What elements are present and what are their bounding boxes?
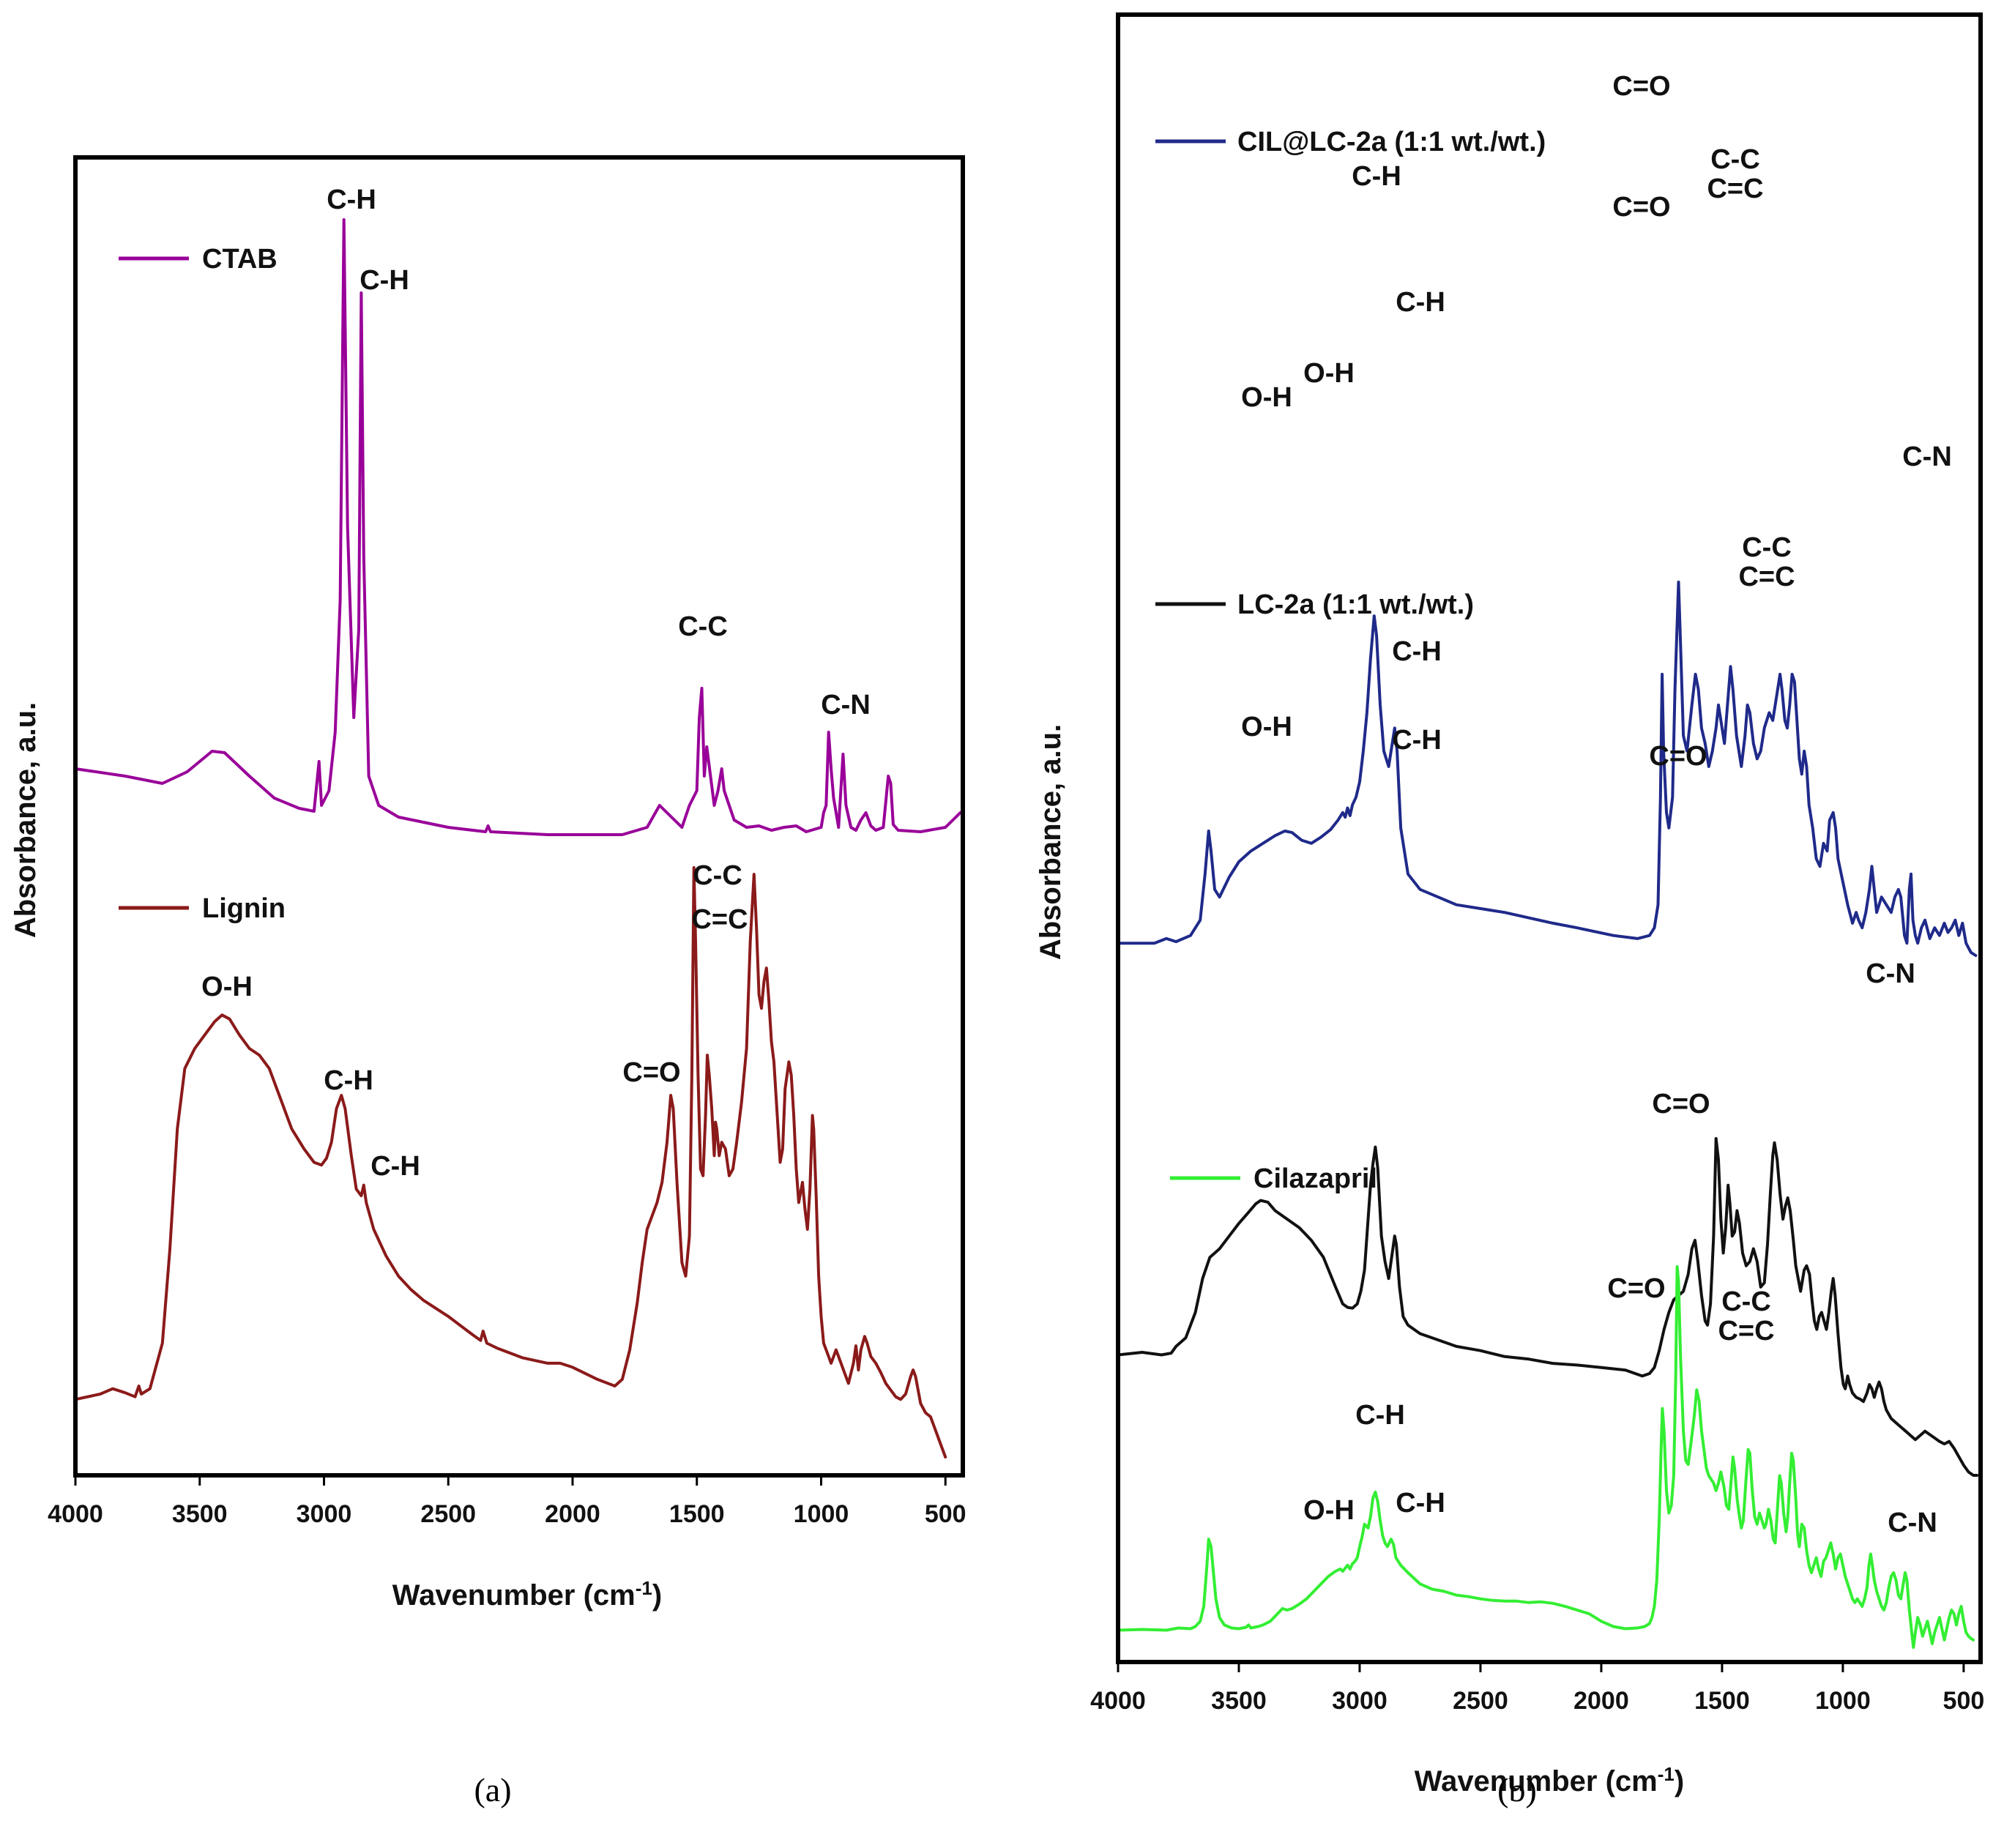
annotation-lignin-ch-2: C-H: [370, 1151, 420, 1182]
panel-b-x-axis-label: Wavenumber (cm-1): [1415, 1763, 1684, 1797]
panel-a: 4000 3500 3000 2500 2000 1500 1000 500 Wavenumb…: [10, 155, 966, 1808]
panel-a-plot-area: [74, 218, 962, 1458]
panel-b-x-tick-label: 3500: [1211, 1687, 1267, 1715]
annotation-cila-cec: C=C: [1718, 1316, 1774, 1346]
annotation-cila-cc: C-C: [1721, 1286, 1771, 1317]
panel-a-x-tick-label: 1500: [669, 1500, 725, 1528]
annotation-cila-co-2: C=O: [1607, 1273, 1665, 1304]
annotation-cila-ch-2: C-H: [1396, 1488, 1445, 1519]
annotation-lignin-co: C=O: [622, 1057, 680, 1088]
annotation-cila-ch-1: C-H: [1355, 1400, 1405, 1431]
series-line-cil-lc-2a-1-1-wt-wt: [1117, 581, 1978, 957]
panel-b-y-axis-label: Absorbance, a.u.: [1035, 724, 1067, 960]
annotation-cil-ch-1: C-H: [1352, 161, 1401, 192]
panel-b-label: (b): [1497, 1771, 1537, 1808]
annotation-cila-oh: O-H: [1303, 1495, 1355, 1526]
panel-a-x-axis-label: Wavenumber (cm-1): [392, 1577, 662, 1612]
panel-b-x-tick-label: 4000: [1090, 1687, 1146, 1715]
panel-b-annotations: O-H O-H C-H C-H C=O C=O C-C C=C C-N O-H …: [1241, 71, 1952, 1538]
panel-b-frame: [1116, 12, 1983, 1664]
panel-a-x-tick-label: 3500: [172, 1500, 228, 1528]
legend-label-lignin: Lignin: [202, 893, 286, 924]
annotation-lc2a-ch-1: C-H: [1392, 636, 1442, 667]
annotation-lc2a-co: C=O: [1649, 741, 1707, 772]
panel-a-x-tick-label: 3000: [297, 1500, 352, 1528]
panel-a-label: (a): [474, 1771, 511, 1808]
panel-b-plot-area: [1117, 581, 1979, 1649]
panel-a-frame: [73, 155, 965, 1478]
series-line-cilazapril: [1117, 1265, 1975, 1649]
panel-b: 4000 3500 3000 2500 2000 1500 1000 500 Wavenumb…: [1035, 12, 1984, 1808]
annotation-cil-cn: C-N: [1902, 441, 1952, 472]
panel-b-x-tick-label: 1500: [1694, 1687, 1750, 1715]
panel-a-annotations: C-H C-H C-C C-N O-H C-H C-H C=O C-C C=C: [201, 185, 871, 1182]
panel-a-y-axis-label: Absorbance, a.u.: [10, 702, 42, 938]
annotation-lc2a-oh: O-H: [1241, 712, 1292, 742]
panel-a-x-ticks: 4000 3500 3000 2500 2000 1500 1000 500: [48, 1475, 966, 1528]
annotation-lc2a-cc: C-C: [1742, 532, 1792, 563]
annotation-lc2a-cec: C=C: [1738, 562, 1795, 592]
panel-b-x-tick-label: 500: [1943, 1687, 1985, 1715]
panel-a-x-tick-label: 2500: [420, 1500, 476, 1528]
legend-label-ctab: CTAB: [202, 244, 277, 275]
series-line-lignin: [74, 866, 947, 1458]
legend-label-cilazapril: Cilazapril: [1254, 1163, 1377, 1194]
panel-a-x-tick-label: 1000: [794, 1500, 849, 1528]
panel-a-legend: CTAB Lignin: [119, 244, 286, 924]
annotation-cil-co-2: C=O: [1612, 192, 1670, 223]
annotation-lignin-oh: O-H: [201, 972, 253, 1002]
legend-label-lc2a: LC-2a (1:1 wt./wt.): [1237, 589, 1474, 620]
annotation-ctab-cc: C-C: [678, 611, 728, 642]
series-line-ctab: [74, 218, 962, 836]
annotation-cila-cn: C-N: [1888, 1508, 1937, 1538]
annotation-lc2a-ch-2: C-H: [1392, 725, 1442, 756]
annotation-ctab-cn: C-N: [821, 690, 871, 720]
panel-b-legend: CIL@LC-2a (1:1 wt./wt.) LC-2a (1:1 wt./w…: [1155, 127, 1546, 1194]
annotation-cil-cec: C=C: [1707, 174, 1763, 204]
annotation-cila-co-1: C=O: [1652, 1089, 1710, 1119]
annotation-cil-cc: C-C: [1710, 144, 1760, 175]
legend-label-cil-lc2a: CIL@LC-2a (1:1 wt./wt.): [1237, 127, 1546, 157]
annotation-ctab-ch-2: C-H: [360, 265, 409, 296]
panel-b-x-tick-label: 2500: [1453, 1687, 1508, 1715]
annotation-lignin-cec: C=C: [691, 904, 748, 935]
panel-a-x-tick-label: 2000: [545, 1500, 600, 1528]
annotation-cil-ch-2: C-H: [1396, 287, 1445, 318]
panel-b-x-tick-label: 2000: [1573, 1687, 1629, 1715]
annotation-cil-oh-2: O-H: [1303, 358, 1355, 389]
panel-b-x-tick-label: 1000: [1815, 1687, 1871, 1715]
annotation-cil-co-1: C=O: [1612, 71, 1670, 102]
panel-a-x-tick-label: 4000: [48, 1500, 103, 1528]
annotation-cil-oh-1: O-H: [1241, 382, 1292, 413]
annotation-lignin-cc: C-C: [693, 860, 742, 891]
annotation-lignin-ch-1: C-H: [324, 1065, 373, 1096]
series-line-lc-2a-1-1-wt-wt: [1117, 1137, 1979, 1477]
panel-b-x-ticks: 4000 3500 3000 2500 2000 1500 1000 500: [1090, 1662, 1984, 1715]
panel-a-x-tick-label: 500: [925, 1500, 966, 1528]
annotation-ctab-ch-1: C-H: [327, 185, 376, 215]
annotation-lc2a-cn: C-N: [1866, 958, 1915, 989]
panel-b-x-tick-label: 3000: [1332, 1687, 1387, 1715]
